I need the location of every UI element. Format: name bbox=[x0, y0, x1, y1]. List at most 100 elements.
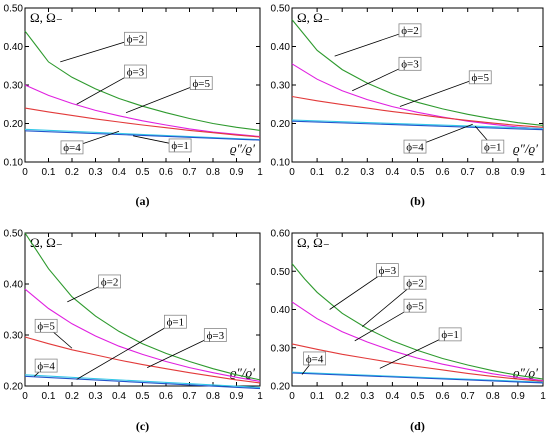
y-axis-label: Ω, Ω₋ bbox=[30, 235, 63, 250]
x-tick-label: 0.9 bbox=[230, 167, 244, 178]
annotation-label: ϕ=4 bbox=[63, 142, 81, 154]
annotation-label: ϕ=3 bbox=[207, 330, 225, 342]
y-tick-label: 0.50 bbox=[4, 4, 24, 15]
x-tick-label: 0.9 bbox=[230, 391, 244, 402]
annotation-box bbox=[60, 140, 84, 155]
annotation-box bbox=[168, 138, 192, 153]
y-tick-label: 0.50 bbox=[271, 4, 291, 15]
y-tick-label: 0.60 bbox=[271, 229, 291, 240]
series-line-phi-3 bbox=[291, 95, 544, 128]
y-tick-label: 0.30 bbox=[271, 343, 291, 354]
x-tick-label: 0.6 bbox=[159, 167, 173, 178]
y-tick-label: 0.40 bbox=[271, 42, 291, 53]
series-line-phi-3 bbox=[24, 107, 261, 138]
x-tick-label: 0.2 bbox=[335, 167, 349, 178]
y-tick-label: 0.40 bbox=[271, 305, 291, 316]
x-tick-label: 0.3 bbox=[89, 391, 103, 402]
series-line-phi-5 bbox=[291, 63, 544, 130]
annotation-label: ϕ=5 bbox=[472, 72, 490, 84]
annotation-box bbox=[398, 23, 422, 38]
panel-caption: (b) bbox=[410, 194, 425, 208]
annotation-box bbox=[34, 318, 58, 333]
annotation-leader bbox=[362, 282, 416, 328]
x-tick-label: 0.7 bbox=[183, 391, 197, 402]
y-tick-label: 0.20 bbox=[4, 382, 24, 393]
annotation-leader bbox=[334, 29, 411, 57]
annotation-label: ϕ=2 bbox=[127, 34, 145, 46]
series-line-phi-3 bbox=[291, 343, 544, 382]
annotation-leader bbox=[379, 334, 451, 369]
y-tick-label: 0.50 bbox=[4, 229, 24, 240]
series-line-phi-2 bbox=[291, 19, 544, 126]
x-tick-label: 0.8 bbox=[486, 391, 500, 402]
plot-frame bbox=[24, 232, 261, 387]
annotation-box bbox=[124, 64, 147, 79]
annotation-box bbox=[468, 70, 492, 85]
x-axis-label: ϱ″/ϱ′ bbox=[513, 365, 538, 380]
annotation-leader bbox=[60, 38, 136, 63]
x-tick-label: 0.6 bbox=[436, 391, 450, 402]
chart-panel-b: 0 0.1 0.2 0.3 0.4 0.5 0.6 0.7 0.8 0.9 1 0.10 0.20 0.3… bbox=[271, 4, 547, 209]
x-tick-label: 1 bbox=[540, 167, 546, 178]
x-tick-label: 0.4 bbox=[385, 391, 399, 402]
series-line-phi-1 bbox=[291, 372, 544, 384]
annotation-box bbox=[303, 351, 326, 366]
annotation-label: ϕ=2 bbox=[101, 276, 119, 288]
y-tick-label: 0.50 bbox=[271, 267, 291, 278]
series-line-phi-5 bbox=[24, 84, 261, 138]
series-line-phi-4 bbox=[291, 119, 544, 130]
x-tick-label: 0.9 bbox=[511, 167, 525, 178]
y-axis-label: Ω, Ω₋ bbox=[297, 235, 330, 250]
annotation-leader bbox=[76, 321, 176, 380]
chart-panel-c: 0 0.1 0.2 0.3 0.4 0.5 0.6 0.7 0.8 0.9 1 0.20 0.30 0.4… bbox=[4, 229, 264, 434]
chart-panel-a: 0 0.1 0.2 0.3 0.4 0.5 0.6 0.7 0.8 0.9 1 0.10 0.20 0.3… bbox=[4, 4, 264, 209]
x-axis-label: ϱ″/ϱ′ bbox=[513, 141, 538, 156]
annotation-label: ϕ=4 bbox=[37, 360, 55, 372]
x-tick-label: 1 bbox=[257, 167, 263, 178]
y-tick-label: 0.20 bbox=[271, 119, 291, 130]
annotation-box bbox=[403, 139, 427, 154]
y-tick-label: 0.40 bbox=[4, 42, 24, 53]
x-tick-label: 0.1 bbox=[310, 167, 324, 178]
series-line-phi-2 bbox=[24, 30, 261, 131]
annotation-box bbox=[438, 327, 462, 342]
x-tick-label: 0.9 bbox=[511, 391, 525, 402]
y-tick-label: 0.20 bbox=[271, 382, 291, 393]
x-tick-label: 0.8 bbox=[206, 391, 220, 402]
annotation-label: ϕ=2 bbox=[406, 278, 424, 290]
annotation-box bbox=[163, 314, 187, 329]
annotation-label: ϕ=1 bbox=[171, 140, 189, 152]
x-tick-label: 0.5 bbox=[411, 391, 425, 402]
x-tick-label: 0.2 bbox=[65, 167, 79, 178]
x-tick-label: 0.8 bbox=[206, 167, 220, 178]
x-tick-label: 0.3 bbox=[89, 167, 103, 178]
annotation-box bbox=[398, 56, 422, 71]
y-axis-label: Ω, Ω₋ bbox=[297, 10, 330, 25]
series-line-phi-5 bbox=[291, 301, 544, 382]
annotation-leader bbox=[125, 82, 202, 114]
annotation-box bbox=[124, 31, 147, 46]
annotation-leader bbox=[399, 76, 481, 107]
x-tick-label: 0.3 bbox=[360, 391, 374, 402]
series-line-phi-2 bbox=[291, 263, 544, 380]
series-line-phi-1 bbox=[24, 375, 261, 390]
annotation-box bbox=[403, 275, 427, 290]
x-tick-label: 0.3 bbox=[360, 167, 374, 178]
x-tick-label: 0.4 bbox=[385, 167, 399, 178]
x-tick-label: 0.2 bbox=[65, 391, 79, 402]
annotation-box bbox=[34, 358, 58, 373]
panel-caption: (c) bbox=[136, 419, 149, 433]
x-tick-label: 0 bbox=[289, 167, 295, 178]
x-tick-label: 0 bbox=[22, 391, 28, 402]
series-line-phi-4 bbox=[24, 374, 261, 389]
y-axis-label: Ω, Ω₋ bbox=[30, 10, 63, 25]
y-tick-label: 0.10 bbox=[271, 158, 291, 169]
annotation-box bbox=[203, 328, 227, 342]
x-tick-label: 1 bbox=[540, 391, 546, 402]
annotation-label: ϕ=3 bbox=[379, 265, 397, 277]
annotation-label: ϕ=1 bbox=[441, 329, 459, 341]
annotation-label: ϕ=1 bbox=[167, 317, 185, 329]
annotation-label: ϕ=4 bbox=[306, 353, 324, 365]
annotation-box bbox=[189, 76, 213, 90]
